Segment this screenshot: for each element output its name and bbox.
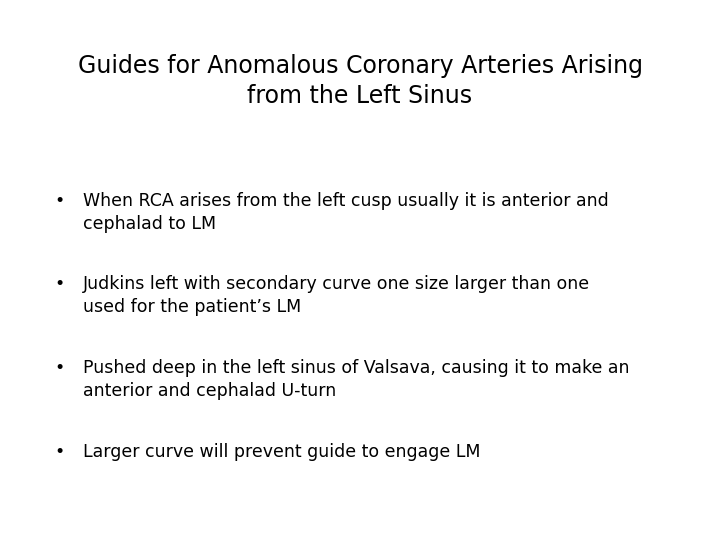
Text: •: • <box>54 275 64 293</box>
Text: •: • <box>54 443 64 461</box>
Text: Judkins left with secondary curve one size larger than one
used for the patient’: Judkins left with secondary curve one si… <box>83 275 590 316</box>
Text: Guides for Anomalous Coronary Arteries Arising
from the Left Sinus: Guides for Anomalous Coronary Arteries A… <box>78 54 642 107</box>
Text: •: • <box>54 192 64 210</box>
Text: Pushed deep in the left sinus of Valsava, causing it to make an
anterior and cep: Pushed deep in the left sinus of Valsava… <box>83 359 629 400</box>
Text: Larger curve will prevent guide to engage LM: Larger curve will prevent guide to engag… <box>83 443 480 461</box>
Text: When RCA arises from the left cusp usually it is anterior and
cephalad to LM: When RCA arises from the left cusp usual… <box>83 192 608 233</box>
Text: •: • <box>54 359 64 377</box>
